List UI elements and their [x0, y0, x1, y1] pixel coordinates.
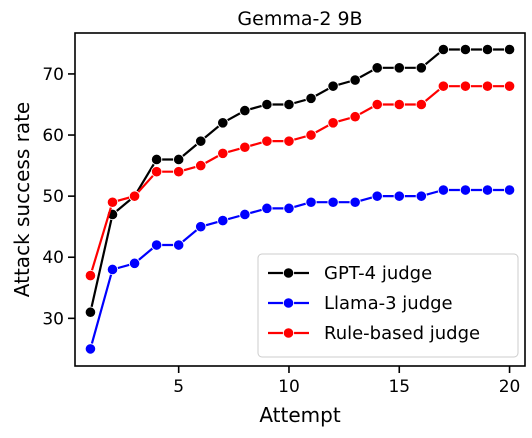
- data-point: [327, 80, 339, 92]
- y-tick-label: 30: [42, 309, 64, 329]
- data-point: [371, 98, 383, 111]
- data-point: [106, 263, 119, 276]
- data-point: [503, 43, 516, 56]
- x-tick-label: 15: [388, 377, 410, 397]
- data-point: [437, 80, 449, 92]
- data-point: [349, 111, 361, 123]
- legend-marker: [282, 327, 295, 339]
- data-point: [217, 147, 229, 159]
- legend-label: GPT-4 judge: [324, 263, 432, 284]
- data-point: [393, 190, 405, 202]
- data-point: [195, 221, 207, 233]
- data-point: [437, 43, 449, 56]
- x-tick-label: 10: [278, 377, 300, 397]
- data-point: [283, 98, 295, 111]
- data-point: [305, 129, 317, 141]
- data-point: [106, 196, 119, 208]
- chart-title: Gemma-2 9B: [237, 8, 362, 30]
- data-point: [217, 214, 229, 227]
- data-point: [173, 166, 185, 178]
- data-point: [151, 166, 163, 178]
- legend: GPT-4 judge Llama-3 judge Rule-based judge: [257, 253, 519, 358]
- data-point: [503, 184, 516, 196]
- legend-marker: [282, 267, 295, 279]
- data-point: [84, 269, 97, 282]
- data-point: [195, 159, 207, 172]
- data-point: [437, 184, 449, 196]
- x-tick-label: 20: [499, 377, 521, 397]
- y-tick-label: 40: [42, 248, 64, 268]
- y-axis: 30 40 50 60 70: [42, 65, 75, 329]
- data-point: [195, 135, 207, 147]
- data-point: [283, 202, 295, 214]
- legend-label: Rule-based judge: [324, 323, 480, 344]
- data-point: [283, 135, 295, 147]
- data-point: [327, 196, 339, 208]
- data-point: [481, 184, 494, 196]
- y-tick-label: 70: [42, 65, 64, 85]
- data-point: [393, 98, 405, 111]
- data-point: [415, 98, 427, 111]
- data-point: [327, 117, 339, 129]
- data-point: [151, 153, 163, 166]
- data-point: [371, 190, 383, 202]
- plot-area: [84, 43, 516, 355]
- data-point: [371, 62, 383, 74]
- y-axis-title: Attack success rate: [10, 102, 34, 297]
- data-point: [128, 190, 141, 202]
- data-point: [151, 239, 163, 251]
- data-point: [173, 153, 185, 166]
- legend-marker: [282, 297, 295, 309]
- data-point: [217, 117, 229, 129]
- data-point: [349, 196, 361, 208]
- data-point: [459, 184, 472, 196]
- data-point: [173, 239, 185, 251]
- x-tick-label: 5: [173, 377, 184, 397]
- data-point: [481, 43, 494, 56]
- y-tick-label: 50: [42, 187, 64, 207]
- data-point: [261, 98, 273, 111]
- data-point: [393, 62, 405, 74]
- data-point: [305, 92, 317, 104]
- data-point: [261, 135, 273, 147]
- x-axis-title: Attempt: [259, 403, 340, 427]
- legend-box: [257, 253, 519, 358]
- data-point: [128, 257, 141, 269]
- data-point: [503, 80, 516, 92]
- plot-frame: [74, 32, 526, 367]
- data-point: [305, 196, 317, 208]
- data-point: [84, 306, 97, 318]
- data-point: [239, 104, 251, 117]
- legend-label: Llama-3 judge: [324, 293, 453, 314]
- data-point: [239, 208, 251, 221]
- data-point: [459, 43, 472, 56]
- data-point: [459, 80, 472, 92]
- data-point: [415, 190, 427, 202]
- data-point: [239, 141, 251, 153]
- data-point: [261, 202, 273, 214]
- data-point: [349, 74, 361, 86]
- data-point: [415, 62, 427, 74]
- data-point: [481, 80, 494, 92]
- x-axis: 5 10 15 20: [173, 366, 520, 397]
- data-point: [84, 343, 97, 355]
- y-tick-label: 60: [42, 126, 64, 146]
